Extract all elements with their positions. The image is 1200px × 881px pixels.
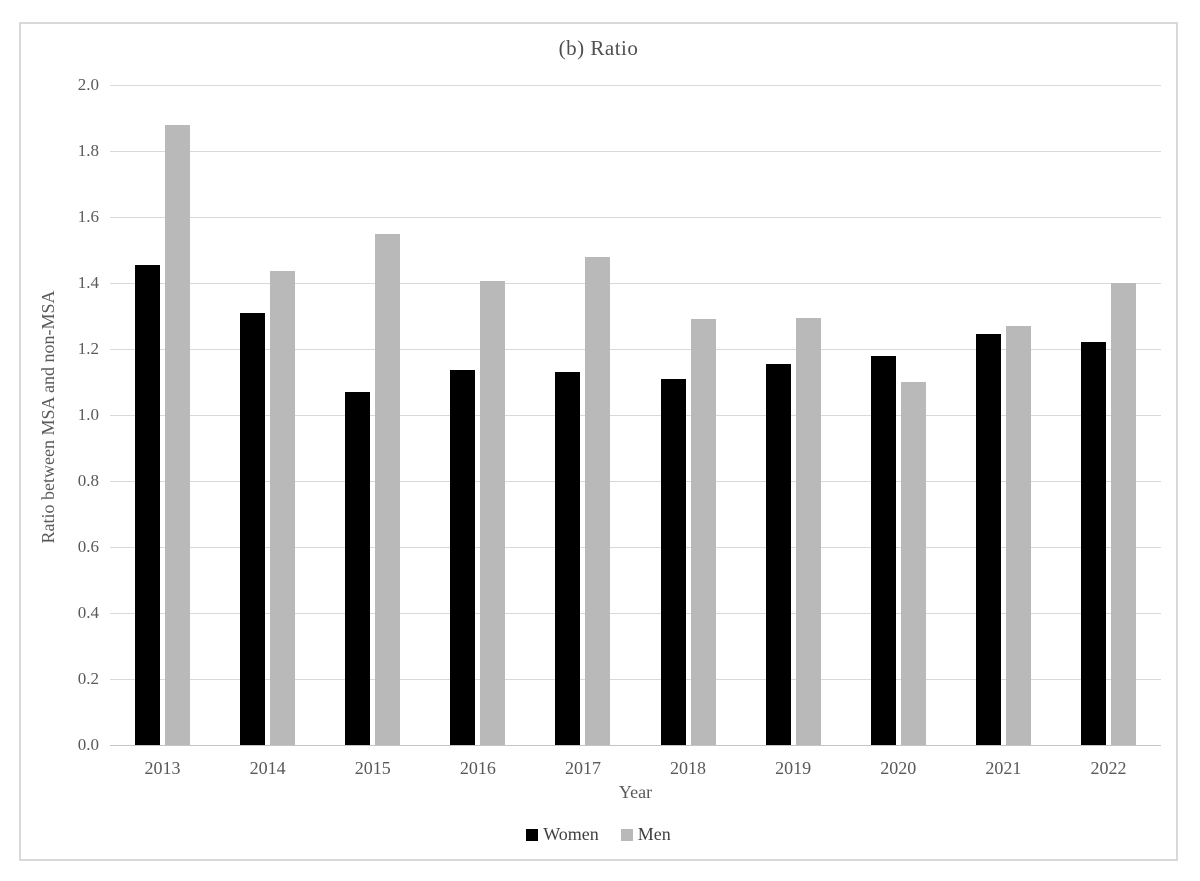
legend-label-men: Men <box>637 824 671 844</box>
legend-swatch-women <box>526 828 539 841</box>
bar-women-2017 <box>555 372 581 745</box>
y-tick-label-0.8: 0.8 <box>77 471 99 490</box>
gridline-y-1.4 <box>110 282 1161 284</box>
x-tick-label-2022: 2022 <box>1090 758 1127 778</box>
y-tick-label-2.0: 2.0 <box>77 75 99 94</box>
gridline-y-1.0 <box>110 414 1161 416</box>
x-axis-title: Year <box>618 782 653 802</box>
bar-men-2018 <box>690 319 716 745</box>
bar-men-2019 <box>795 317 821 745</box>
chart-frame: (b) Ratio Ratio between MSA and non-MSA … <box>19 22 1178 861</box>
y-tick-label-1.8: 1.8 <box>77 141 99 160</box>
x-tick-label-2020: 2020 <box>880 758 917 778</box>
bar-women-2019 <box>765 363 791 745</box>
gridline-y-1.8 <box>110 150 1161 152</box>
legend-item-men: Men <box>620 824 671 845</box>
x-tick-label-2017: 2017 <box>564 758 601 778</box>
x-tick-label-2014: 2014 <box>249 758 286 778</box>
legend: Women Men <box>21 824 1176 845</box>
bar-women-2020 <box>870 355 896 745</box>
bar-men-2017 <box>585 256 611 745</box>
bar-women-2015 <box>345 391 371 745</box>
y-tick-label-0.0: 0.0 <box>77 735 99 754</box>
x-tick-label-2015: 2015 <box>354 758 391 778</box>
x-tick-label-2018: 2018 <box>670 758 707 778</box>
y-tick-label-0.6: 0.6 <box>77 537 99 556</box>
gridline-y-0.4 <box>110 612 1161 614</box>
y-tick-label-1.6: 1.6 <box>77 207 99 226</box>
legend-item-women: Women <box>526 824 599 845</box>
gridline-y-1.6 <box>110 216 1161 218</box>
bar-men-2022 <box>1110 283 1136 745</box>
bar-men-2015 <box>375 233 401 745</box>
y-tick-label-0.4: 0.4 <box>77 603 99 622</box>
gridline-y-0.6 <box>110 546 1161 548</box>
bar-women-2013 <box>135 264 161 745</box>
x-tick-label-2019: 2019 <box>775 758 812 778</box>
y-tick-label-1.0: 1.0 <box>77 405 99 424</box>
bar-women-2021 <box>975 334 1001 745</box>
bar-men-2013 <box>165 124 191 745</box>
bar-men-2020 <box>900 382 926 745</box>
gridline-y-1.2 <box>110 348 1161 350</box>
bar-women-2014 <box>240 312 266 745</box>
plot-area: 2013 2014 2015 2016 2017 2018 2019 2020 2021 2022 <box>110 84 1161 778</box>
bar-men-2021 <box>1005 325 1031 745</box>
y-tick-label-0.2: 0.2 <box>77 669 99 688</box>
y-tick-label-1.4: 1.4 <box>77 273 99 292</box>
x-tick-label-2013: 2013 <box>144 758 181 778</box>
gridline-y-0.2 <box>110 678 1161 680</box>
bar-men-2014 <box>270 271 296 745</box>
bar-women-2016 <box>450 370 476 745</box>
gridline-y-0.8 <box>110 480 1161 482</box>
bar-men-2016 <box>480 281 506 745</box>
bar-women-2022 <box>1080 342 1106 745</box>
legend-label-women: Women <box>543 824 599 844</box>
bar-women-2018 <box>660 378 686 745</box>
gridline-y-2.0 <box>110 84 1161 86</box>
y-tick-label-1.2: 1.2 <box>77 339 99 358</box>
x-axis-line <box>110 744 1161 746</box>
chart-title: (b) Ratio <box>558 36 639 60</box>
legend-swatch-men <box>620 828 633 841</box>
x-tick-label-2016: 2016 <box>459 758 496 778</box>
x-tick-label-2021: 2021 <box>985 758 1022 778</box>
y-axis-tick-labels: 0.0 0.2 0.4 0.6 0.8 1.0 1.2 1.4 1.6 1.8 2.0 <box>53 76 99 753</box>
